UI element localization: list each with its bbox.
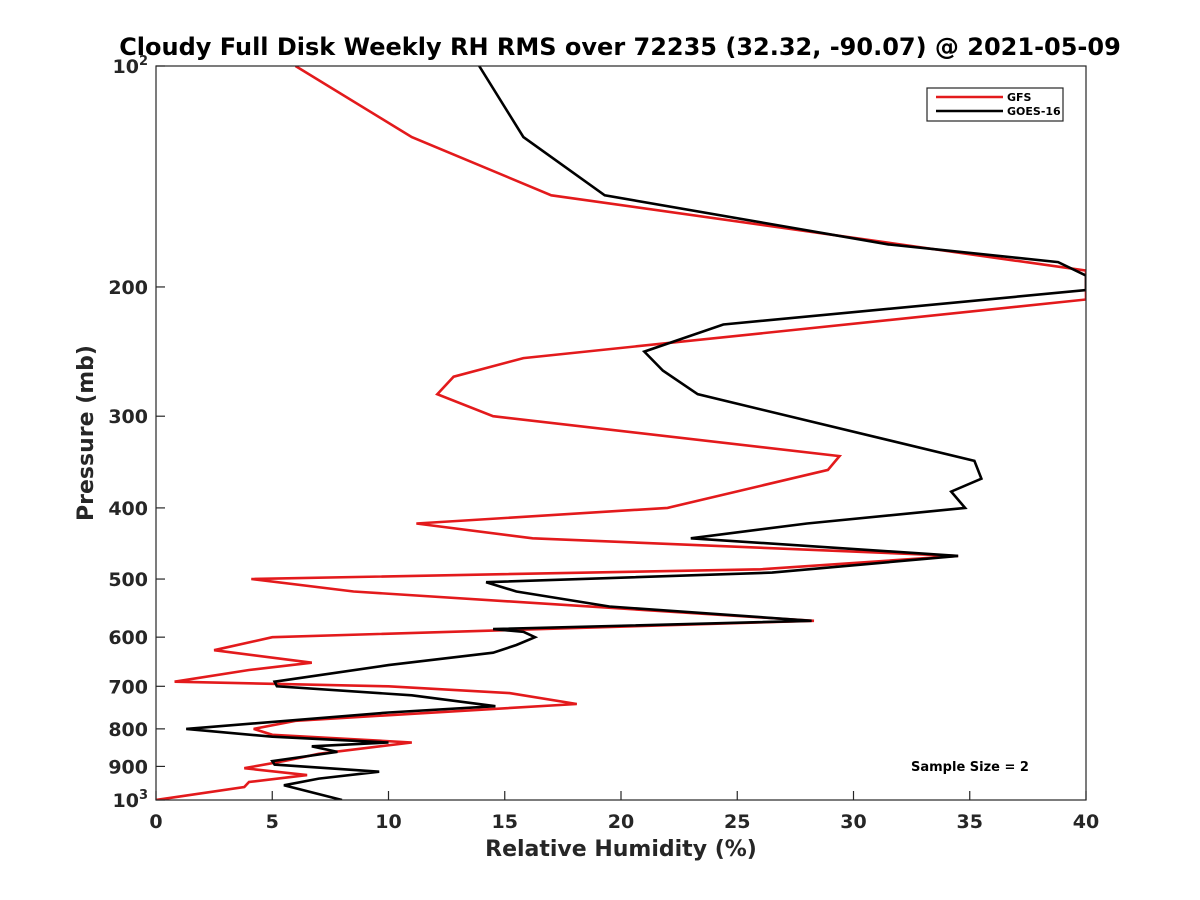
data-series	[156, 66, 1086, 800]
y-tick-label-8: 900	[108, 756, 148, 778]
x-tick-label-2: 10	[375, 811, 401, 833]
sample-size-annotation: Sample Size = 2	[911, 760, 1029, 775]
x-tick-label-6: 30	[840, 811, 866, 833]
series-line-gfs	[156, 66, 1086, 800]
x-tick-label-0: 0	[149, 811, 162, 833]
x-tick-label-7: 35	[957, 811, 983, 833]
y-axis-label: Pressure (mb)	[74, 345, 99, 521]
y-tick-superscript-0: 2	[139, 54, 148, 69]
x-tick-label-8: 40	[1073, 811, 1099, 833]
y-tick-label-0: 10	[113, 56, 139, 78]
x-tick-label-1: 5	[266, 811, 279, 833]
legend-label-goes16: GOES-16	[1007, 105, 1061, 118]
plot-area-frame	[155, 65, 1087, 801]
y-tick-label-7: 800	[108, 719, 148, 741]
x-axis-label: Relative Humidity (%)	[485, 837, 757, 862]
y-tick-superscript-9: 3	[139, 788, 148, 803]
y-tick-label-6: 700	[108, 676, 148, 698]
x-tick-label-3: 15	[492, 811, 518, 833]
series-line-goes16	[186, 66, 1086, 800]
x-tick-label-4: 20	[608, 811, 634, 833]
legend-box	[926, 87, 1064, 122]
legend: GFS GOES-16	[926, 87, 1064, 122]
y-tick-label-2: 300	[108, 406, 148, 428]
x-tick-label-5: 25	[724, 811, 750, 833]
y-tick-label-5: 600	[108, 627, 148, 649]
x-tick-labels: 0 5 10 15 20 25 30 35 40	[149, 811, 1099, 833]
legend-label-gfs: GFS	[1007, 91, 1032, 104]
y-tick-label-4: 500	[108, 569, 148, 591]
y-tick-label-3: 400	[108, 498, 148, 520]
chart-title: Cloudy Full Disk Weekly RH RMS over 7223…	[119, 33, 1121, 61]
y-tick-label-9: 10	[113, 790, 139, 812]
y-tick-label-1: 200	[108, 277, 148, 299]
